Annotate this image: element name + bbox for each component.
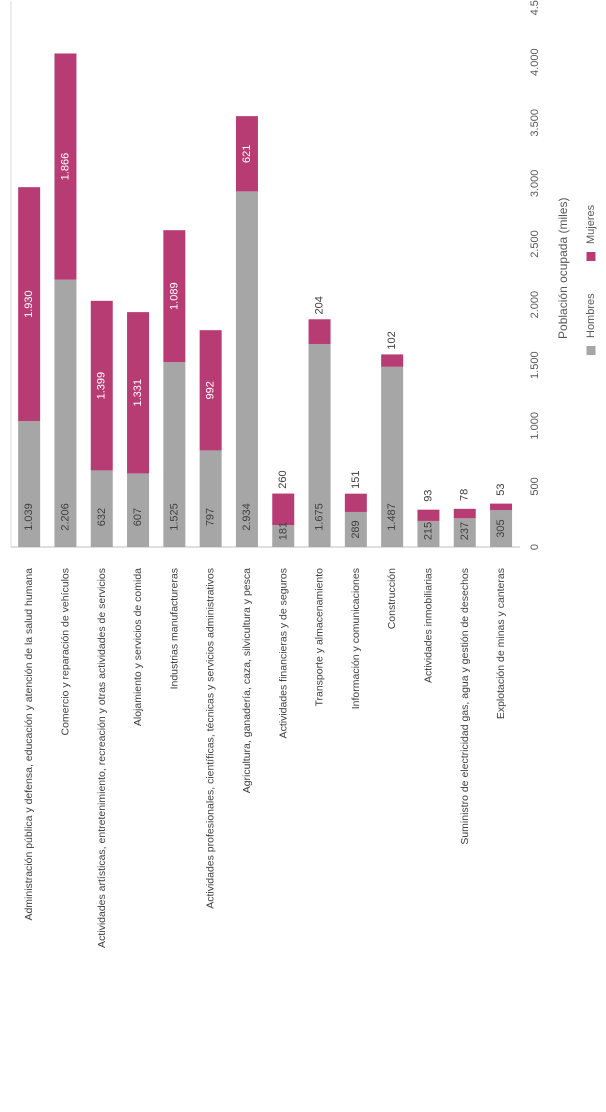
data-label-mujeres-7: 260	[277, 470, 289, 488]
value-tick-label-2: 1.000	[529, 412, 541, 440]
bar-hombres-3	[127, 473, 150, 547]
data-label-mujeres-1: 1.866	[59, 153, 71, 181]
bar-hombres-13	[490, 510, 513, 547]
category-label-6: Agricultura, ganadería, caza, silvicultu…	[241, 568, 253, 793]
value-tick-label-7: 3.500	[529, 109, 541, 137]
legend-swatch-mujeres	[586, 252, 596, 261]
data-label-hombres-6: 2.934	[241, 503, 253, 531]
bar-mujeres-9	[344, 493, 367, 512]
bar-hombres-8	[308, 343, 331, 547]
bar-mujeres-10	[381, 354, 404, 367]
bar-mujeres-6	[235, 116, 258, 192]
category-label-0: Administración pública y defensa, educac…	[23, 568, 35, 921]
category-label-1: Comercio y reparación de vehículos	[59, 568, 71, 736]
data-label-mujeres-10: 102	[386, 331, 398, 349]
legend-label-mujeres: Mujeres	[585, 204, 597, 244]
data-label-hombres-4: 1.525	[168, 503, 180, 531]
value-tick-label-1: 500	[529, 477, 541, 495]
data-label-hombres-9: 289	[350, 520, 362, 538]
bar-hombres-4	[163, 362, 186, 547]
data-label-mujeres-12: 78	[459, 489, 471, 501]
value-tick-label-0: 0	[529, 544, 541, 550]
bar-mujeres-1	[54, 53, 77, 280]
data-label-mujeres-8: 204	[314, 296, 326, 314]
value-tick-label-8: 4.000	[529, 48, 541, 76]
category-label-9: Información y comunicaciones	[350, 568, 362, 709]
value-tick-label-3: 1.500	[529, 351, 541, 379]
data-label-hombres-8: 1.675	[314, 503, 326, 531]
value-tick-label-4: 2.000	[529, 291, 541, 319]
category-label-4: Industrias manufactureras	[168, 568, 180, 689]
data-label-hombres-1: 2.206	[59, 503, 71, 531]
data-label-hombres-11: 215	[422, 522, 434, 540]
bar-hombres-7	[272, 525, 295, 547]
bar-mujeres-12	[453, 508, 476, 519]
data-label-hombres-2: 632	[96, 508, 108, 526]
bar-mujeres-7	[272, 493, 295, 526]
data-label-hombres-13: 305	[495, 519, 507, 537]
bar-mujeres-0	[18, 187, 41, 422]
data-label-mujeres-0: 1.930	[23, 290, 35, 318]
value-tick-label-9: 4.500	[529, 0, 541, 15]
bar-hombres-12	[453, 518, 476, 547]
category-label-7: Actividades financieras y de seguros	[277, 568, 289, 738]
category-label-8: Transporte y almacenamiento	[314, 568, 326, 707]
data-label-mujeres-5: 992	[205, 381, 217, 399]
category-label-12: Suministro de electricidad gas, agua y g…	[459, 568, 471, 845]
bar-mujeres-13	[490, 503, 513, 511]
bar-hombres-10	[381, 366, 404, 547]
category-label-5: Actividades profesionales, científicas, …	[205, 568, 217, 909]
bar-mujeres-11	[417, 509, 440, 521]
data-label-mujeres-2: 1.399	[96, 372, 108, 400]
category-label-2: Actividades artísticas, entretenimiento,…	[96, 568, 108, 948]
data-label-hombres-12: 237	[459, 522, 471, 540]
category-label-3: Alojamiento y servicios de comida	[132, 568, 144, 726]
value-tick-label-5: 2.500	[529, 230, 541, 258]
bar-mujeres-3	[127, 312, 150, 474]
data-label-mujeres-11: 93	[422, 490, 434, 502]
data-label-hombres-3: 607	[132, 508, 144, 526]
data-label-mujeres-9: 151	[350, 470, 362, 488]
data-label-hombres-5: 797	[205, 508, 217, 526]
data-label-mujeres-6: 621	[241, 145, 253, 163]
data-label-mujeres-3: 1.331	[132, 379, 144, 407]
data-label-mujeres-13: 53	[495, 483, 507, 495]
data-label-hombres-7: 181	[277, 522, 289, 540]
data-label-mujeres-4: 1.089	[168, 282, 180, 310]
bar-hombres-2	[90, 470, 113, 547]
bar-mujeres-2	[90, 300, 113, 471]
bar-mujeres-5	[199, 330, 222, 451]
bar-hombres-9	[344, 511, 367, 547]
data-label-hombres-0: 1.039	[23, 503, 35, 531]
value-axis-title: Población ocupada (miles)	[556, 198, 570, 339]
category-label-11: Actividades inmobiliarias	[422, 568, 434, 683]
category-label-13: Explotación de minas y canteras	[495, 568, 507, 719]
bar-mujeres-8	[308, 319, 331, 344]
bar-hombres-11	[417, 520, 440, 547]
bar-hombres-5	[199, 450, 222, 547]
legend-label-hombres: Hombres	[585, 293, 597, 338]
data-label-hombres-10: 1.487	[386, 503, 398, 531]
bar-hombres-0	[18, 421, 41, 547]
value-tick-label-6: 3.000	[529, 170, 541, 198]
legend-swatch-hombres	[586, 346, 596, 355]
bar-hombres-6	[235, 191, 258, 547]
category-label-10: Construcción	[386, 568, 398, 629]
bar-hombres-1	[54, 279, 77, 547]
bar-mujeres-4	[163, 230, 186, 363]
